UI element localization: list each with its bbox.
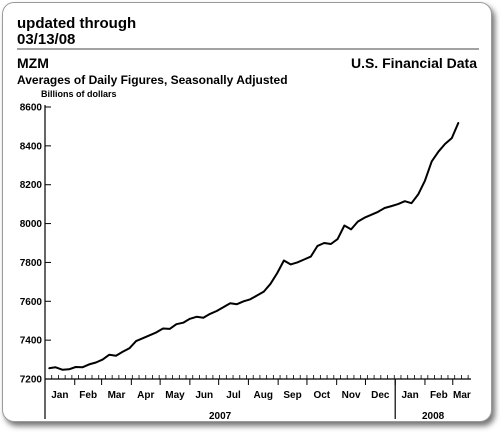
mzm-data-point [457, 121, 460, 124]
mzm-series-line [48, 122, 460, 371]
mzm-data-point [243, 300, 245, 302]
chart-source: U.S. Financial Data [351, 55, 477, 71]
mzm-data-point [75, 366, 77, 368]
mzm-data-point [142, 337, 144, 339]
chart-frame: updated through 03/13/08 MZM U.S. Financ… [2, 2, 492, 422]
year-label-2008: 2008 [422, 411, 445, 422]
mzm-data-point [48, 367, 50, 369]
x-month-label: Oct [313, 390, 330, 401]
mzm-data-point [431, 160, 433, 162]
mzm-data-point [330, 243, 332, 245]
x-month-label: Dec [371, 390, 390, 401]
mzm-data-point [148, 334, 151, 336]
mzm-data-point [195, 316, 198, 318]
mzm-data-point [155, 331, 157, 333]
y-tick-label: 8400 [20, 141, 43, 152]
mzm-data-point [182, 322, 184, 324]
mzm-data-point [410, 202, 413, 204]
mzm-data-point [162, 327, 164, 330]
y-tick-label: 7800 [20, 258, 43, 269]
chart-canvas: updated through 03/13/08 MZM U.S. Financ… [17, 15, 479, 422]
mzm-data-point [135, 340, 137, 342]
mzm-data-point [377, 211, 379, 213]
mzm-data-point [296, 261, 298, 264]
x-month-label: Feb [430, 390, 448, 401]
x-month-label: Jan [401, 390, 418, 401]
mzm-data-point [390, 205, 392, 207]
year-label-2007: 2007 [209, 411, 232, 422]
mzm-data-point [451, 137, 453, 139]
updated-date: 03/13/08 [17, 31, 75, 48]
x-month-label: Mar [453, 390, 471, 401]
y-tick-label: 7200 [20, 375, 43, 386]
mzm-data-point [175, 323, 178, 325]
mzm-data-point [54, 366, 57, 368]
mzm-data-point [357, 221, 359, 223]
mzm-data-point [81, 366, 84, 368]
mzm-data-point [169, 328, 171, 330]
mzm-data-point [229, 302, 231, 304]
x-month-label: Apr [137, 390, 154, 401]
mzm-data-point [189, 318, 191, 320]
mzm-data-point [384, 207, 386, 209]
y-tick-label: 8000 [20, 219, 43, 230]
x-month-label: Sep [283, 390, 301, 401]
x-month-label: Aug [254, 390, 273, 401]
mzm-data-point [444, 143, 446, 145]
y-tick-label: 7600 [20, 297, 43, 308]
mzm-data-point [88, 363, 90, 366]
mzm-data-point [249, 298, 251, 300]
y-tick-label: 8200 [20, 180, 43, 191]
mzm-data-point [202, 317, 204, 319]
mzm-data-point [370, 214, 372, 216]
mzm-data-point [101, 358, 104, 361]
mzm-data-point [350, 228, 352, 230]
x-month-label: Jul [226, 390, 241, 401]
chart-title: MZM [17, 55, 49, 71]
x-month-label: Jun [195, 390, 213, 401]
mzm-data-point [222, 306, 225, 308]
plot-area: 7200 7400 7600 7800 8000 8200 8400 8600 Jan Feb Ma… [20, 103, 471, 422]
mzm-data-point [310, 256, 312, 258]
mzm-data-point [68, 368, 70, 370]
y-axis-label: Billions of dollars [41, 89, 117, 99]
mzm-data-point [316, 245, 319, 247]
x-month-label: Mar [108, 390, 126, 401]
mzm-data-point [283, 259, 285, 262]
mzm-data-point [269, 283, 272, 285]
mzm-data-point [263, 290, 265, 293]
x-month-label: Jan [51, 390, 68, 401]
mzm-data-point [424, 180, 426, 182]
mzm-data-point [343, 224, 345, 227]
y-tick-label: 8600 [20, 103, 43, 114]
x-month-label: May [165, 390, 185, 401]
x-month-label: Feb [79, 390, 97, 401]
mzm-data-point [290, 263, 292, 265]
mzm-data-point [95, 361, 97, 364]
chart-subtitle: Averages of Daily Figures, Seasonally Ad… [17, 73, 288, 87]
mzm-data-point [128, 347, 131, 349]
mzm-data-point [303, 258, 305, 261]
x-month-label: Nov [342, 390, 361, 401]
mzm-data-point [61, 369, 63, 371]
mzm-data-point [209, 313, 211, 315]
mzm-data-point [437, 151, 439, 153]
mzm-data-point [404, 200, 406, 202]
mzm-data-point [417, 193, 419, 196]
mzm-data-point [236, 303, 238, 305]
y-tick-label: 7400 [20, 336, 43, 347]
mzm-data-point [337, 238, 339, 240]
mzm-data-point [256, 294, 258, 297]
mzm-data-point [108, 354, 110, 356]
updated-label: updated through [17, 15, 136, 32]
mzm-data-point [115, 355, 117, 357]
mzm-data-point [122, 351, 124, 353]
mzm-data-point [216, 310, 218, 312]
mzm-data-point [323, 242, 325, 244]
mzm-data-point [276, 272, 278, 274]
mzm-data-point [397, 203, 399, 205]
mzm-data-point [363, 217, 366, 219]
